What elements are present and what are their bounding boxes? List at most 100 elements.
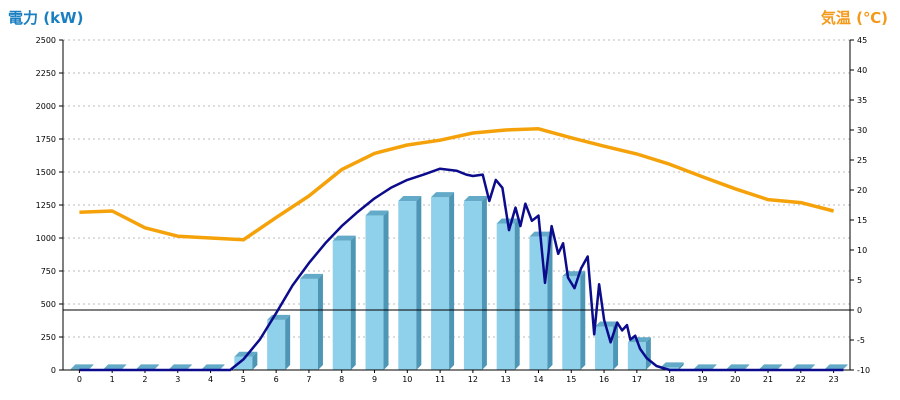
bar-side — [383, 210, 389, 370]
right-tick-label: 0 — [857, 306, 862, 315]
right-tick-label: 35 — [857, 96, 867, 105]
bar — [496, 223, 515, 370]
bar-side — [252, 351, 258, 370]
bar — [398, 201, 417, 370]
bar-side — [678, 362, 684, 370]
bar — [463, 201, 482, 370]
x-tick-label: 6 — [274, 375, 279, 384]
left-tick-label: 250 — [41, 333, 56, 342]
bar-side — [317, 273, 323, 370]
bar — [562, 276, 581, 370]
bar-top — [463, 196, 487, 202]
bar — [660, 367, 679, 370]
left-axis-title: 電力 (kW) — [8, 9, 84, 27]
bar-side — [711, 364, 717, 370]
bar-side — [449, 192, 455, 370]
bar-side — [547, 231, 553, 370]
x-tick-label: 5 — [241, 375, 246, 384]
right-tick-label: 45 — [857, 36, 867, 45]
bar-side — [88, 364, 94, 370]
bar — [365, 215, 384, 370]
bar — [595, 326, 614, 370]
bar-top — [824, 364, 848, 370]
right-tick-label: 25 — [857, 156, 867, 165]
bar-side — [416, 196, 422, 370]
x-tick-label: 20 — [730, 375, 740, 384]
bar-top — [660, 362, 684, 368]
bar — [627, 342, 646, 370]
bar-top — [431, 192, 455, 198]
x-tick-label: 17 — [632, 375, 642, 384]
bar-top — [234, 351, 258, 357]
x-tick-label: 0 — [77, 375, 82, 384]
bar-side — [842, 364, 848, 370]
x-tick-label: 15 — [566, 375, 576, 384]
bar-side — [186, 364, 192, 370]
x-tick-label: 10 — [402, 375, 412, 384]
left-tick-label: 1500 — [36, 168, 56, 177]
left-tick-label: 750 — [41, 267, 56, 276]
x-tick-label: 1 — [110, 375, 115, 384]
x-tick-label: 12 — [468, 375, 478, 384]
bar-side — [809, 364, 815, 370]
bar-top — [332, 235, 356, 241]
left-tick-label: 2500 — [36, 36, 56, 45]
left-tick-label: 1250 — [36, 201, 56, 210]
x-tick-label: 23 — [829, 375, 839, 384]
bar-side — [219, 364, 225, 370]
left-tick-label: 2250 — [36, 69, 56, 78]
bar-top — [299, 273, 323, 279]
right-tick-label: 10 — [857, 246, 867, 255]
bar — [267, 319, 286, 370]
left-tick-label: 2000 — [36, 102, 56, 111]
bar-side — [121, 364, 127, 370]
right-tick-label: 30 — [857, 126, 867, 135]
bar-top — [168, 364, 192, 370]
x-tick-label: 8 — [339, 375, 344, 384]
bar-side — [645, 337, 651, 370]
left-tick-label: 500 — [41, 300, 56, 309]
left-tick-label: 0 — [51, 366, 56, 375]
x-tick-label: 3 — [175, 375, 180, 384]
bar-side — [514, 218, 520, 370]
bar — [431, 197, 450, 370]
bar-top — [791, 364, 815, 370]
bar — [299, 278, 318, 370]
x-tick-label: 4 — [208, 375, 213, 384]
bar-side — [153, 364, 159, 370]
bar-side — [777, 364, 783, 370]
bar-top — [693, 364, 717, 370]
temperature-line — [79, 127, 835, 242]
right-tick-label: 20 — [857, 186, 867, 195]
bar-side — [481, 196, 487, 370]
bar — [234, 356, 253, 370]
bar — [332, 240, 351, 370]
bar-top — [398, 196, 422, 202]
bar — [529, 236, 548, 370]
bar-top — [759, 364, 783, 370]
x-tick-label: 14 — [533, 375, 543, 384]
left-tick-label: 1750 — [36, 135, 56, 144]
left-tick-label: 1000 — [36, 234, 56, 243]
x-tick-label: 13 — [501, 375, 511, 384]
bar-top — [135, 364, 159, 370]
bar-top — [365, 210, 389, 216]
bar-side — [744, 364, 750, 370]
right-tick-label: -10 — [857, 366, 870, 375]
right-tick-label: 15 — [857, 216, 867, 225]
bar-top — [103, 364, 127, 370]
bar-side — [580, 271, 586, 370]
x-tick-label: 7 — [306, 375, 311, 384]
x-tick-label: 9 — [372, 375, 377, 384]
right-tick-label: -5 — [857, 336, 865, 345]
x-tick-label: 21 — [763, 375, 773, 384]
bar-side — [350, 235, 356, 370]
x-tick-label: 19 — [697, 375, 707, 384]
x-tick-label: 2 — [142, 375, 147, 384]
right-tick-label: 5 — [857, 276, 862, 285]
x-tick-label: 16 — [599, 375, 609, 384]
bar-side — [285, 314, 291, 370]
bar-top — [201, 364, 225, 370]
